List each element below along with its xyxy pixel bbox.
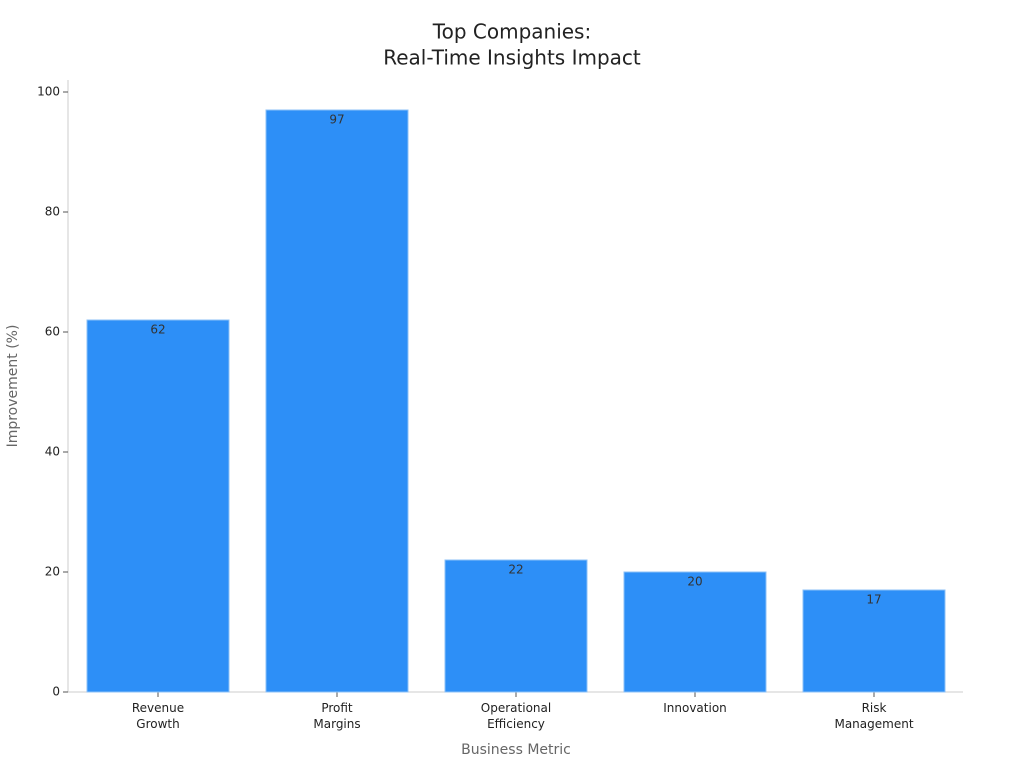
value-label: 22 bbox=[508, 563, 523, 577]
y-tick-label: 80 bbox=[45, 205, 60, 219]
bar bbox=[623, 571, 767, 693]
x-axis-label: Business Metric bbox=[461, 742, 571, 758]
x-tick-label: Operational Efficiency bbox=[480, 701, 552, 731]
bar bbox=[86, 319, 230, 693]
chart-title: Real-Time Insights Impact bbox=[383, 46, 641, 70]
value-label: 20 bbox=[687, 575, 702, 589]
bar bbox=[265, 109, 409, 693]
y-tick-label: 60 bbox=[45, 325, 60, 339]
x-tick-label: Innovation bbox=[663, 701, 727, 715]
chart-title: Top Companies: bbox=[432, 20, 591, 44]
bar bbox=[444, 559, 588, 693]
y-tick-label: 20 bbox=[45, 565, 60, 579]
x-tick-label: Revenue Growth bbox=[131, 701, 185, 731]
y-tick-label: 0 bbox=[52, 685, 60, 699]
x-tick-label: Risk Management bbox=[834, 701, 914, 731]
y-tick-label: 40 bbox=[45, 445, 60, 459]
y-axis-label: Improvement (%) bbox=[5, 325, 21, 448]
bar bbox=[802, 589, 946, 693]
y-tick-label: 100 bbox=[37, 85, 60, 99]
value-label: 62 bbox=[150, 323, 165, 337]
x-tick-label: Profit Margins bbox=[313, 701, 361, 731]
value-label: 97 bbox=[329, 113, 344, 127]
value-label: 17 bbox=[866, 593, 881, 607]
